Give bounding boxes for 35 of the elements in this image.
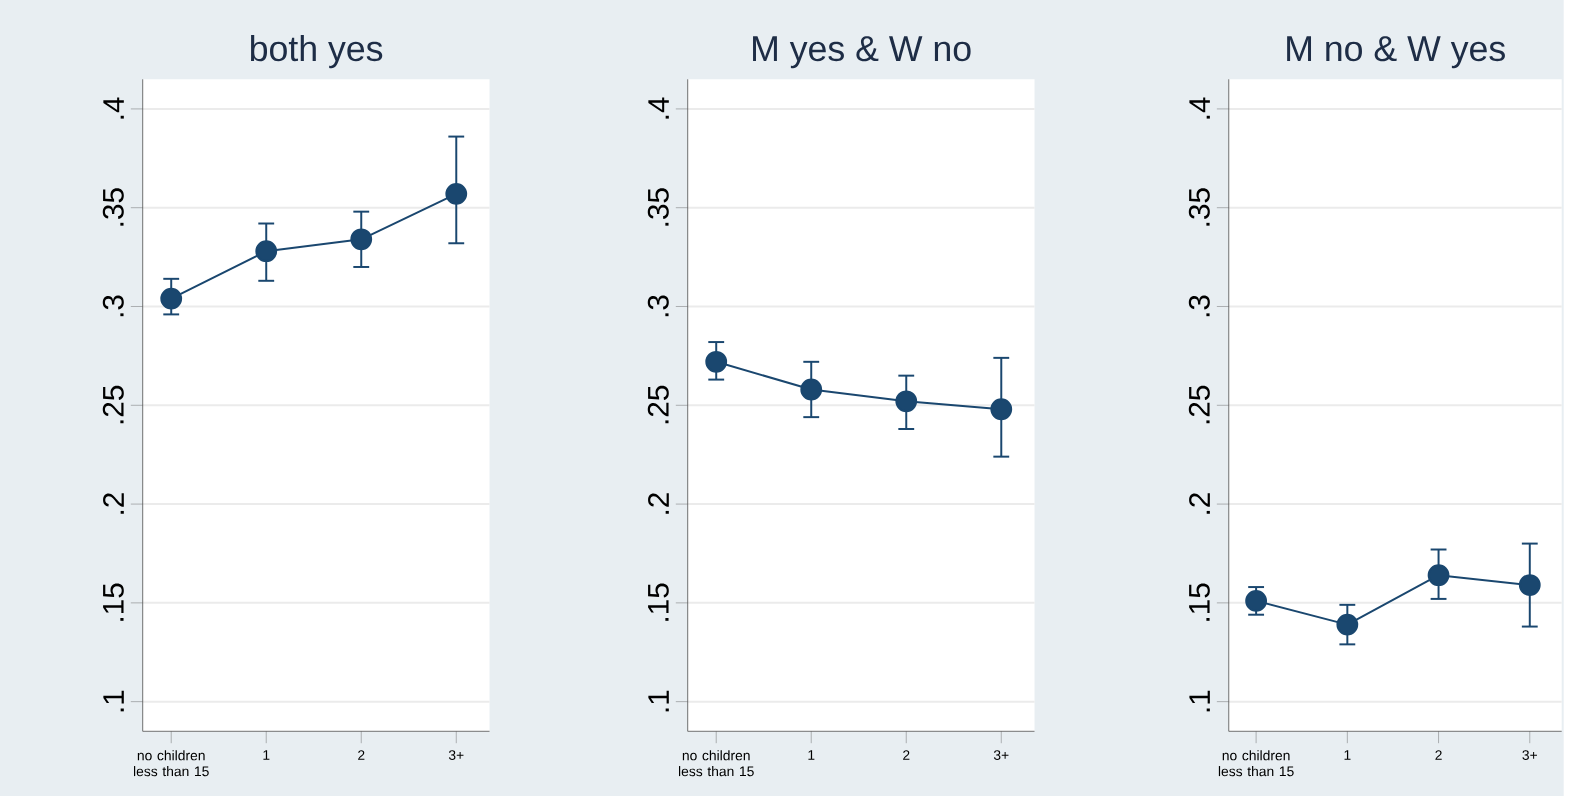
- point: [255, 239, 278, 262]
- y-tick-label: .1: [1189, 690, 1210, 711]
- y-tick-label: .15: [1189, 583, 1210, 621]
- chart-title: M yes & W no: [753, 35, 971, 68]
- point: [895, 390, 918, 412]
- y-tick-label: .4: [103, 97, 124, 119]
- point: [705, 350, 728, 373]
- y-tick-label: .35: [647, 187, 669, 226]
- y-tick-label: .15: [103, 583, 124, 621]
- y-tick-label: .1: [103, 690, 124, 711]
- y-tick-label: .25: [647, 385, 669, 423]
- chart-title: M no & W yes: [1287, 35, 1505, 68]
- y-tick-label: .4: [1189, 97, 1210, 119]
- y-tick-label: .3: [647, 295, 669, 316]
- point: [990, 397, 1013, 420]
- y-tick-label: .1: [648, 690, 669, 711]
- y-tick-label: .3: [102, 295, 124, 316]
- chart-title: both yes: [250, 34, 383, 68]
- y-tick-label: .35: [102, 187, 124, 226]
- point: [800, 378, 823, 401]
- point: [1336, 613, 1359, 636]
- point: [1518, 573, 1541, 596]
- y-tick-label: .15: [648, 583, 669, 621]
- y-tick-label: .25: [1188, 385, 1210, 423]
- point: [1427, 563, 1450, 586]
- y-tick-label: .25: [102, 385, 124, 423]
- y-tick-label: .4: [648, 97, 669, 119]
- point: [160, 287, 183, 310]
- y-tick-label: .2: [1189, 492, 1210, 514]
- point: [445, 182, 468, 205]
- y-tick-label: .35: [1188, 187, 1210, 226]
- y-tick-label: .2: [648, 492, 669, 514]
- y-tick-label: .3: [1188, 295, 1210, 316]
- y-tick-label: .2: [103, 492, 124, 514]
- point: [350, 228, 373, 250]
